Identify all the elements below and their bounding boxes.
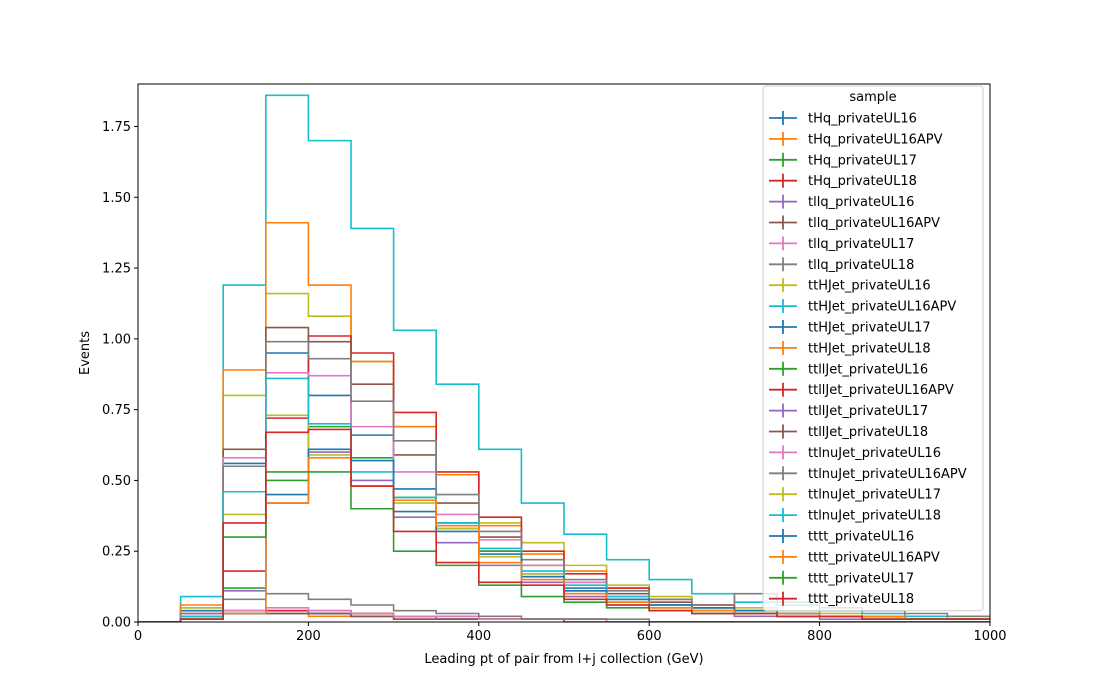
y-tick-label: 1.00 bbox=[102, 332, 131, 347]
legend-label: tHq_privateUL17 bbox=[808, 153, 917, 168]
x-axis: 0 200 400 600 800 1000 bbox=[134, 622, 1007, 644]
legend-label: ttHJet_privateUL17 bbox=[808, 321, 931, 336]
x-tick-label: 600 bbox=[637, 629, 662, 644]
legend-item: ttllJet_privateUL16APV bbox=[769, 382, 954, 398]
series-group bbox=[138, 94, 990, 622]
legend-label: tHq_privateUL16 bbox=[808, 112, 917, 127]
y-tick-label: 1.25 bbox=[102, 262, 131, 277]
legend-label: ttHJet_privateUL16APV bbox=[808, 300, 956, 315]
legend-item: ttllJet_privateUL17 bbox=[769, 403, 928, 419]
legend-item: tllq_privateUL16APV bbox=[769, 215, 940, 231]
legend-item: ttllJet_privateUL16 bbox=[769, 361, 928, 377]
legend-label: ttllJet_privateUL16APV bbox=[808, 383, 954, 398]
legend-label: tHq_privateUL16APV bbox=[808, 132, 943, 147]
legend-item: tttt_privateUL16APV bbox=[769, 549, 940, 565]
legend-item: tttt_privateUL18 bbox=[769, 591, 914, 607]
x-tick-label: 800 bbox=[807, 629, 832, 644]
x-tick-label: 400 bbox=[466, 629, 491, 644]
legend-item: tllq_privateUL18 bbox=[769, 257, 914, 273]
plot-frame bbox=[137, 83, 991, 623]
series-line-ttHJet_privateUL16 bbox=[138, 292, 990, 622]
y-tick-label: 1.50 bbox=[102, 191, 131, 206]
legend-label: ttllJet_privateUL18 bbox=[808, 425, 928, 440]
x-tick-label: 1000 bbox=[973, 629, 1006, 644]
legend-item: tHq_privateUL17 bbox=[769, 152, 917, 168]
legend-item: tttt_privateUL17 bbox=[769, 570, 914, 586]
legend-label: tllq_privateUL17 bbox=[808, 237, 914, 252]
legend-item: tttt_privateUL16 bbox=[769, 529, 914, 545]
legend-item: ttHJet_privateUL16 bbox=[769, 278, 931, 294]
legend-label: ttlnuJet_privateUL17 bbox=[808, 488, 941, 503]
legend-item: ttllJet_privateUL18 bbox=[769, 424, 928, 440]
legend-box bbox=[762, 85, 984, 612]
legend-item: ttHJet_privateUL17 bbox=[769, 320, 931, 336]
legend-label: tllq_privateUL18 bbox=[808, 258, 914, 273]
legend-label: ttllJet_privateUL16 bbox=[808, 362, 928, 377]
y-tick-label: 1.75 bbox=[102, 120, 131, 135]
x-tick-label: 200 bbox=[296, 629, 321, 644]
legend-label: ttlnuJet_privateUL18 bbox=[808, 509, 941, 524]
y-axis: 0.00 0.25 0.50 0.75 1.00 1.25 1.50 1.75 bbox=[102, 120, 138, 631]
legend-label: tHq_privateUL18 bbox=[808, 174, 917, 189]
legend-item: ttlnuJet_privateUL17 bbox=[769, 487, 941, 503]
legend-label: tllq_privateUL16 bbox=[808, 195, 914, 210]
legend-item: tHq_privateUL16APV bbox=[769, 131, 943, 147]
legend-label: ttlnuJet_privateUL16 bbox=[808, 446, 941, 461]
legend-label: ttHJet_privateUL16 bbox=[808, 279, 931, 294]
legend-label: ttlnuJet_privateUL16APV bbox=[808, 467, 967, 482]
legend-label: tttt_privateUL17 bbox=[808, 571, 914, 586]
legend-item: ttlnuJet_privateUL16 bbox=[769, 445, 941, 461]
legend-label: tttt_privateUL18 bbox=[808, 592, 914, 607]
y-tick-label: 0.00 bbox=[102, 616, 131, 631]
y-tick-label: 0.75 bbox=[102, 403, 131, 418]
legend-items: tHq_privateUL16 tHq_privateUL16APV tHq_pri… bbox=[769, 111, 967, 607]
legend-item: tllq_privateUL16 bbox=[769, 194, 914, 210]
legend-label: ttllJet_privateUL17 bbox=[808, 404, 928, 419]
x-axis-label: Leading pt of pair from l+j collection (… bbox=[424, 652, 703, 667]
legend-label: tttt_privateUL16 bbox=[808, 530, 914, 545]
y-axis-label: Events bbox=[78, 331, 93, 375]
legend-item: ttlnuJet_privateUL18 bbox=[769, 508, 941, 524]
legend-item: tllq_privateUL17 bbox=[769, 236, 914, 252]
series-line-tttt_privateUL18 bbox=[138, 428, 990, 622]
legend-label: ttHJet_privateUL18 bbox=[808, 341, 931, 356]
legend-title: sample bbox=[849, 90, 896, 105]
legend-item: ttHJet_privateUL18 bbox=[769, 340, 931, 356]
legend-label: tllq_privateUL16APV bbox=[808, 216, 940, 231]
legend: sample tHq_privateUL16 tHq_privateUL16APV… bbox=[762, 85, 984, 612]
legend-item: tHq_privateUL18 bbox=[769, 173, 917, 189]
legend-label: tttt_privateUL16APV bbox=[808, 550, 940, 565]
x-tick-label: 0 bbox=[134, 629, 142, 644]
y-tick-label: 0.50 bbox=[102, 474, 131, 489]
y-tick-label: 0.25 bbox=[102, 545, 131, 560]
legend-item: tHq_privateUL16 bbox=[769, 111, 917, 127]
legend-item: ttHJet_privateUL16APV bbox=[769, 299, 956, 315]
legend-item: ttlnuJet_privateUL16APV bbox=[769, 466, 967, 482]
